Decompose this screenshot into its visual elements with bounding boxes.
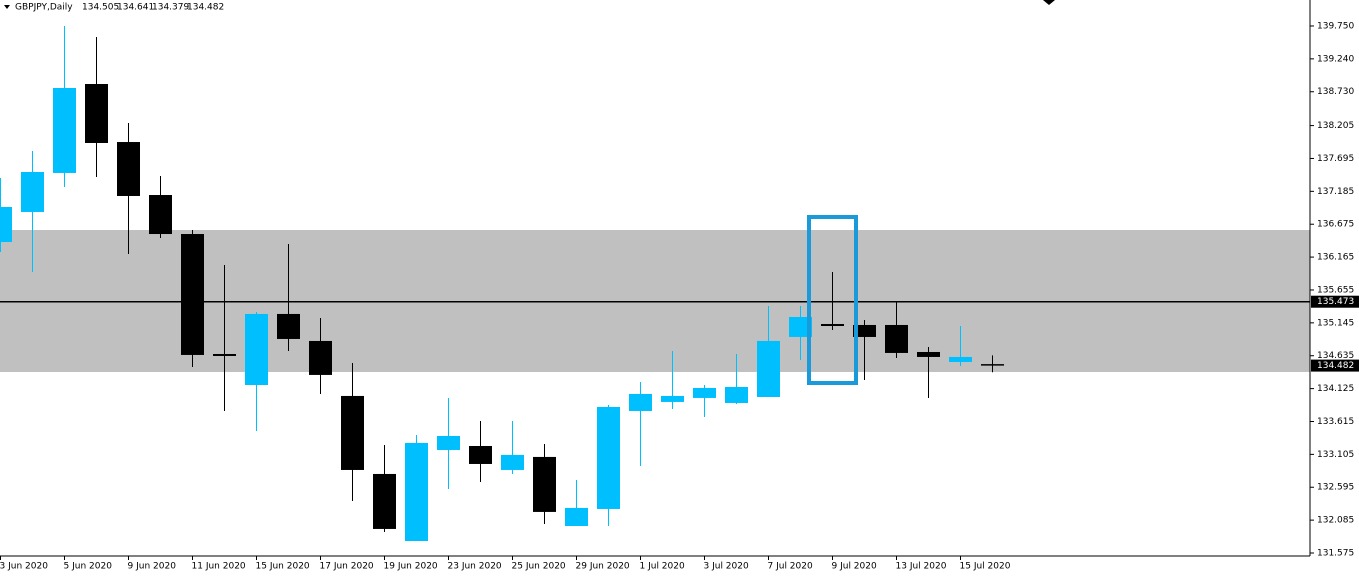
y-tick-label: 139.750 [1317,21,1354,31]
y-tick-label: 134.635 [1317,351,1354,361]
x-tick-label: 7 Jul 2020 [768,562,813,572]
header-open: 134.505 [82,3,119,13]
candle-body [725,386,748,403]
candle-body [661,395,684,402]
x-tick-label: 11 Jun 2020 [192,562,246,572]
candle-body [597,406,620,509]
candle-body [117,142,140,196]
x-tick-label: 19 Jun 2020 [384,562,438,572]
header-close: 134.482 [187,3,224,13]
y-tick-label: 132.085 [1317,516,1354,526]
x-tick-label: 15 Jul 2020 [960,562,1011,572]
candle-body [885,324,908,353]
candle-body [309,340,332,375]
candle-body [469,445,492,464]
marker-triangle [1043,0,1055,5]
candle-body [853,324,876,337]
candle-body [501,454,524,470]
x-tick-label: 5 Jun 2020 [64,562,113,572]
candle-body [437,435,460,450]
y-tick-label: 139.240 [1317,54,1354,64]
y-tick-label: 136.165 [1317,253,1354,263]
candle-body [53,87,76,173]
candle-body [917,351,940,357]
y-tick-label: 136.675 [1317,220,1354,230]
last-price-tag-bg [1311,359,1359,372]
y-tick-label: 138.730 [1317,87,1354,97]
candle-body [789,316,812,337]
symbol-title: GBPJPY,Daily [15,3,73,13]
candle-body [245,313,268,385]
x-tick-label: 9 Jun 2020 [128,562,177,572]
y-tick-label: 133.615 [1317,417,1354,427]
header-menu-arrow[interactable] [4,5,10,9]
candle-body [565,507,588,526]
candle-body [981,364,1004,366]
x-tick-label: 3 Jul 2020 [704,562,749,572]
last-price-tag-label: 134.482 [1317,361,1354,371]
candle-body [341,395,364,470]
y-tick-label: 133.105 [1317,450,1354,460]
candle-body [757,340,780,397]
zone-layer [0,230,1310,372]
y-tick-label: 134.125 [1317,384,1354,394]
x-tick-label: 29 Jun 2020 [576,562,630,572]
x-tick-label: 1 Jul 2020 [640,562,685,572]
price-tag-bg [1311,295,1359,308]
candle-body [821,324,844,327]
x-tick-label: 13 Jul 2020 [896,562,947,572]
candle-body [149,195,172,235]
y-tick-label: 137.695 [1317,154,1354,164]
candle-body [277,313,300,339]
y-tick-label: 131.575 [1317,549,1354,559]
candle-body [949,356,972,362]
candle-body [213,353,236,356]
y-tick-label: 135.655 [1317,285,1354,295]
candle-body [693,387,716,398]
candle-body [629,393,652,411]
candle-body [405,442,428,542]
y-tick-label: 138.205 [1317,121,1354,131]
candle-layer [0,25,1004,542]
x-tick-label: 9 Jul 2020 [832,562,877,572]
y-tick-label: 137.185 [1317,187,1354,197]
candle-body [0,207,12,243]
x-tick-label: 17 Jun 2020 [320,562,374,572]
x-tick-label: 3 Jun 2020 [0,562,48,572]
candle-body [181,234,204,355]
candle-body [373,473,396,529]
x-tick-label: 23 Jun 2020 [448,562,502,572]
y-tick-label: 132.595 [1317,483,1354,493]
header-high: 134.641 [117,3,154,13]
highlight-box [807,215,858,385]
x-tick-label: 25 Jun 2020 [512,562,566,572]
y-tick-label: 135.145 [1317,318,1354,328]
candle-body [533,456,556,512]
candle-body [21,171,44,212]
x-tick-label: 15 Jun 2020 [256,562,310,572]
candle-body [85,84,108,143]
price-tag-label: 135.473 [1317,297,1354,307]
header-low: 134.379 [152,3,189,13]
